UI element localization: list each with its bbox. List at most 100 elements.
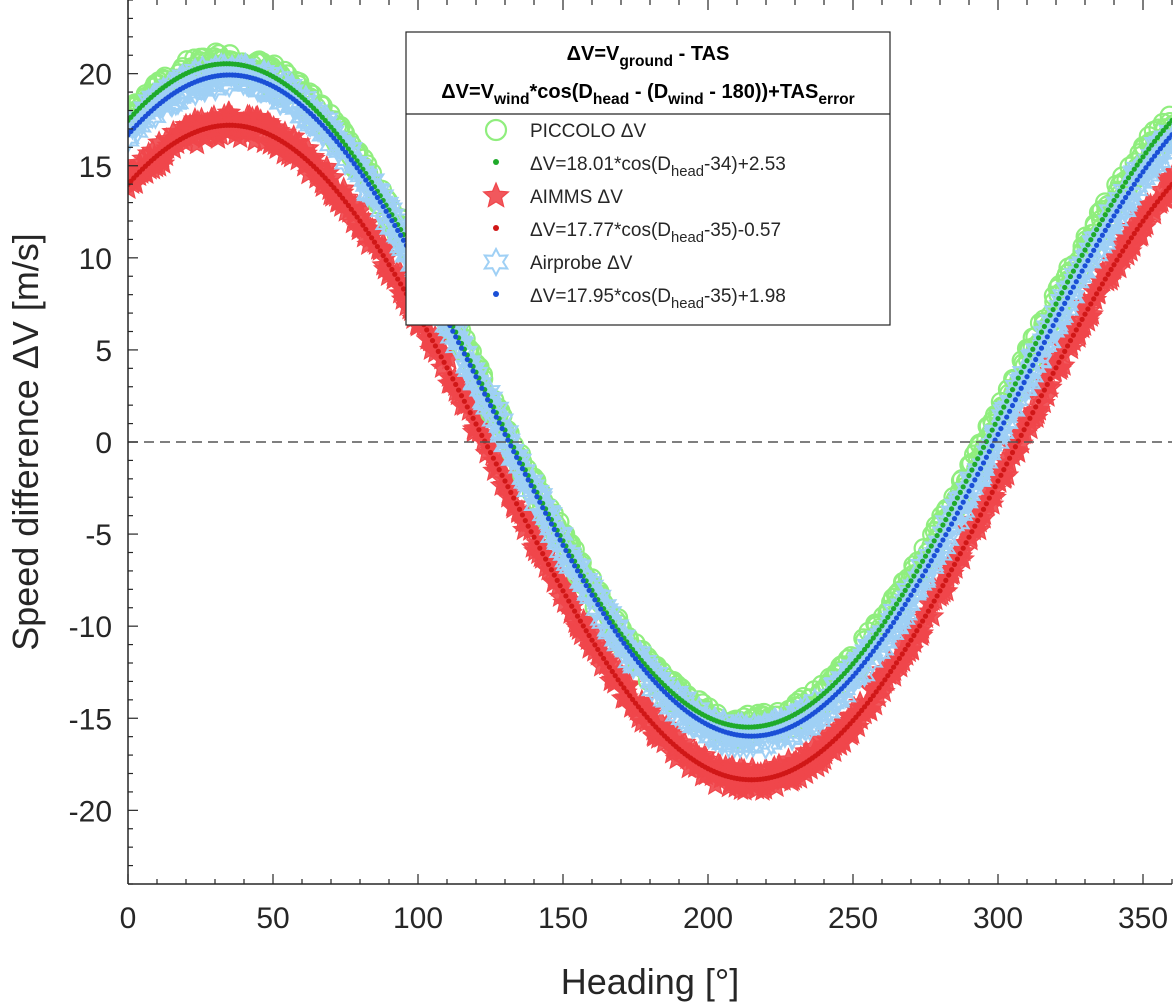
fit-point [1073,263,1079,269]
legend-fit-label: ΔV=17.77*cos(Dhead-35)-0.57 [530,220,781,246]
fit-point [920,558,926,564]
y-tick-label: -10 [69,611,112,644]
fit-point [1169,132,1172,138]
fit-point [876,685,882,691]
fit-point [601,655,607,662]
fit-point [371,190,378,196]
fit-point [1149,142,1155,148]
fit-point [1001,404,1007,410]
fit-point [949,567,955,573]
fit-point [925,548,932,554]
fit-point [357,169,363,175]
fit-point [853,670,859,676]
fit-point [980,460,987,466]
fit-point [1036,351,1042,357]
fit-point [1096,221,1103,228]
fit-point [371,239,378,245]
fit-point [876,640,882,646]
fit-point [1082,263,1088,269]
fit-point [511,495,517,501]
fit-point [905,642,911,648]
fit-point [458,393,465,399]
legend-fit-label: ΔV=18.01*cos(Dhead-34)+2.53 [530,154,786,180]
fit-point [458,345,465,351]
fit-point [360,222,366,228]
fit-point [969,467,975,473]
legend-box [405,31,891,326]
fit-point [627,693,633,699]
fit-point [470,415,476,421]
data-point [995,462,1020,486]
fit-point [888,624,894,630]
fit-point [1123,243,1129,250]
fit-point [983,454,990,460]
fit-point [1094,242,1100,248]
fit-point [351,210,357,216]
fit-point [641,666,647,673]
fit-point [870,648,876,654]
fit-point [1021,427,1027,433]
fit-point [516,460,523,466]
fit-point [427,332,433,338]
fit-point [972,523,978,529]
fit-point [1004,414,1010,420]
fit-point [885,614,891,620]
fit-point [482,438,488,444]
fit-point [1065,295,1071,301]
fit-point [992,484,998,490]
fit-point [424,327,430,333]
fit-point [1163,124,1169,130]
fit-point [441,359,447,365]
fit-point [563,547,569,554]
fit-point [963,494,969,500]
fit-point [1099,281,1105,287]
fit-point [557,583,563,589]
fit-point [1099,232,1105,238]
fit-point [1047,328,1053,334]
fit-point [641,711,647,717]
fit-point [943,517,949,523]
fit-point [490,455,496,461]
fit-point [850,673,856,679]
fit-point [638,707,644,713]
fit-point [1154,135,1161,141]
fit-point [612,628,618,634]
fit-point [931,553,937,559]
fit-point [1143,214,1149,220]
fit-point [922,613,929,619]
fit-point [899,651,905,657]
fit-point [383,208,389,214]
fit-point [992,421,998,427]
fit-point [1041,387,1047,393]
fit-point [606,664,613,670]
fit-point [601,610,607,617]
fit-point [899,606,905,612]
fit-point [963,540,969,546]
fit-point [583,628,589,634]
fit-point [902,587,908,593]
fit-point [624,644,630,650]
fit-point [574,613,581,619]
fit-point [496,420,502,426]
data-point [1148,148,1172,175]
fit-point [960,484,966,490]
fit-point [882,677,888,683]
fit-point [998,410,1004,416]
fit-point [879,623,885,629]
fit-point [1096,286,1103,292]
fit-point [885,628,891,634]
fit-point [917,563,923,569]
fit-point [862,659,868,666]
fit-point [1059,306,1065,312]
fit-point [377,248,383,254]
fit-point [479,432,485,438]
fit-point [925,608,932,614]
fit-point [630,652,636,658]
data-point [1154,139,1172,166]
fit-point [934,547,940,554]
fit-point [505,484,511,490]
fit-point [969,529,975,535]
fit-point [864,656,871,662]
legend-series-label: Airprobe ΔV [530,253,633,274]
fit-point [1015,375,1021,381]
